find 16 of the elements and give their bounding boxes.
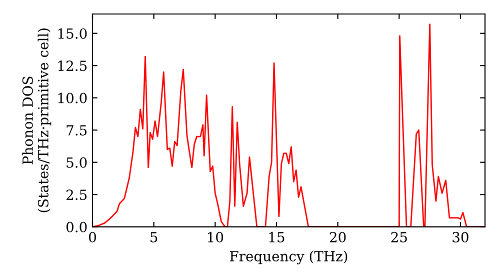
y-axis-title: Phonon DOS (States/THz·primitive cell) — [22, 28, 52, 212]
x-tick-label: 0 — [88, 232, 96, 242]
x-tick-label: 25 — [391, 232, 407, 242]
y-tick-label: 7.5 — [66, 125, 87, 136]
y-tick-label: 12.5 — [58, 60, 87, 72]
x-tick-label: 5 — [150, 232, 158, 242]
x-axis-title: Frequency (THz) — [230, 250, 348, 264]
y-tick-label: 0.0 — [66, 222, 87, 232]
x-tick-label: 30 — [452, 232, 468, 242]
x-tick-label: 15 — [269, 232, 284, 242]
x-tick-label: 10 — [208, 232, 224, 242]
y-tick-label: 2.5 — [66, 190, 87, 200]
y-tick-label: 15.0 — [58, 28, 87, 39]
y-tick-label: 5.0 — [66, 157, 87, 168]
x-tick-label: 20 — [330, 232, 346, 242]
y-tick-label: 10.0 — [58, 92, 87, 104]
